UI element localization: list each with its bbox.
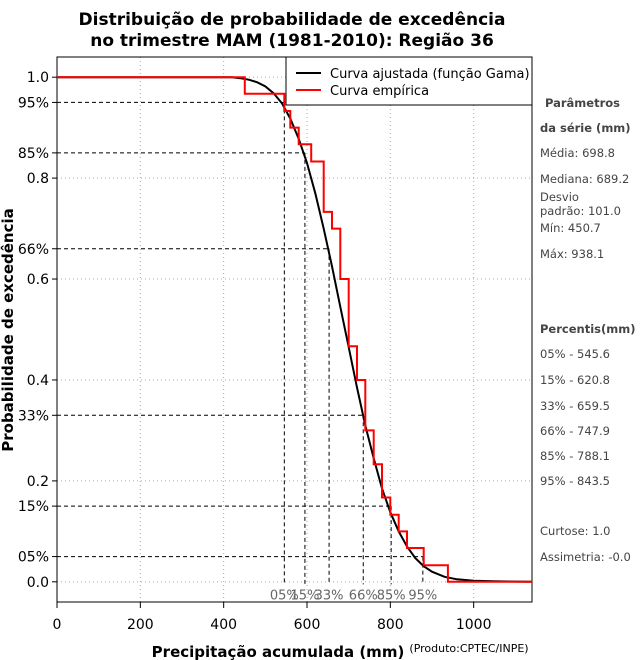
x-tick-label: 1000	[456, 617, 492, 633]
stat-mediana: Mediana: 689.2	[540, 172, 629, 186]
params-heading-2: da série (mm)	[540, 121, 631, 135]
percentil-15: 15% - 620.8	[540, 373, 610, 387]
stat-desvio-1: Desvio	[540, 190, 579, 204]
series-layer	[57, 76, 533, 583]
legend: Curva ajustada (função Gama) Curva empír…	[285, 56, 533, 106]
side-panel: Parâmetros da série (mm) Média: 698.8 Me…	[540, 96, 635, 564]
y-tick-label: 0.8	[27, 171, 49, 187]
y-tick-label: 33%	[18, 408, 49, 424]
legend-label-fitted: Curva ajustada (função Gama)	[330, 67, 530, 82]
stat-assimetria: Assimetria: -0.0	[540, 550, 631, 564]
y-tick-label: 85%	[18, 146, 49, 162]
stat-media: Média: 698.8	[540, 146, 615, 160]
y-tick-label: 05%	[18, 550, 49, 566]
stat-max: Máx: 938.1	[540, 247, 604, 261]
percentis-heading: Percentis(mm)	[540, 322, 635, 336]
y-tick-label: 0.2	[27, 474, 49, 490]
chart-title-line-1: Distribuição de probabilidade de excedên…	[79, 10, 506, 30]
percentile-labels: 05%15%33% 66% 85% 95%	[270, 588, 437, 603]
x-tick-label: 0	[53, 617, 62, 633]
y-tick-label: 95%	[18, 95, 49, 111]
y-tick-label: 66%	[18, 242, 49, 258]
y-tick-label: 0.0	[27, 575, 49, 591]
y-axis-ticks: 0.0 05% 15% 0.2 33% 0.4 0.6 66% 0.8 85% 95% 1.0	[18, 70, 57, 591]
x-tick-label: 600	[294, 617, 321, 633]
x-tick-label: 400	[210, 617, 237, 633]
chart-title-line-2: no trimestre MAM (1981-2010): Região 36	[90, 31, 494, 51]
percentile-label: 05%	[270, 588, 299, 603]
x-axis-ticks: 0 200 400 600 800 1000	[53, 602, 492, 633]
y-tick-label: 1.0	[27, 70, 49, 86]
y-tick-label: 15%	[18, 499, 49, 515]
percentil-85: 85% - 788.1	[540, 449, 610, 463]
percentile-label: 15%	[290, 588, 319, 603]
y-axis-label: Probabilidade de excedência	[0, 208, 17, 452]
credit-label: (Produto:CPTEC/INPE)	[409, 642, 528, 655]
stat-min: Mín: 450.7	[540, 221, 601, 235]
percentil-05: 05% - 545.6	[540, 347, 610, 361]
plot-frame	[56, 56, 533, 603]
percentile-label: 85%	[377, 588, 406, 603]
percentile-label: 33%	[315, 588, 344, 603]
y-tick-label: 0.6	[27, 272, 49, 288]
legend-box	[285, 56, 533, 106]
percentil-33: 33% - 659.5	[540, 399, 610, 413]
legend-label-empirical: Curva empírica	[330, 84, 429, 99]
y-tick-label: 0.4	[27, 373, 49, 389]
x-tick-label: 800	[377, 617, 404, 633]
params-heading-1: Parâmetros	[545, 96, 620, 110]
percentile-label: 66%	[349, 588, 378, 603]
empirical-curve	[57, 76, 532, 583]
percentile-lines	[57, 101, 424, 585]
x-tick-label: 200	[127, 617, 154, 633]
stat-desvio-2: padrão: 101.0	[540, 204, 621, 218]
percentil-66: 66% - 747.9	[540, 424, 610, 438]
x-axis-label: Precipitação acumulada (mm)	[152, 643, 405, 660]
percentile-label: 95%	[408, 588, 437, 603]
stat-curtose: Curtose: 1.0	[540, 524, 610, 538]
percentil-95: 95% - 843.5	[540, 474, 610, 488]
gridlines	[57, 57, 532, 602]
